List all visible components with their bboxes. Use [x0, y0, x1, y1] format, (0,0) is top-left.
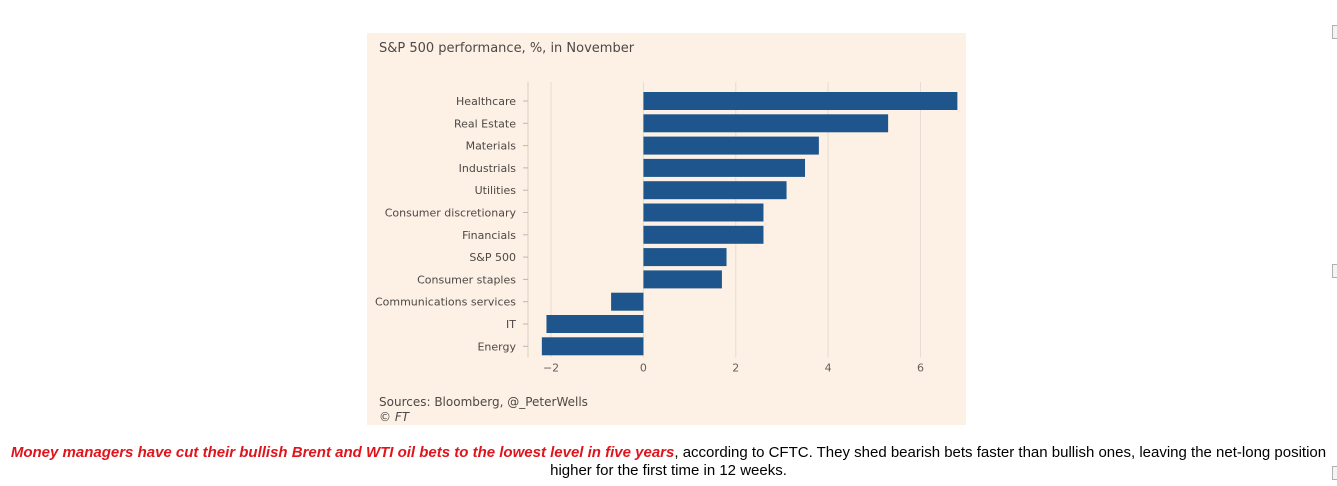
- bar: [546, 315, 644, 333]
- category-label: S&P 500: [469, 251, 516, 264]
- chart-source: Sources: Bloomberg, @_PeterWells: [379, 395, 588, 409]
- scrollbar-up-arrow[interactable]: [1332, 25, 1337, 39]
- category-label: Consumer staples: [417, 273, 516, 286]
- category-label: Financials: [462, 229, 516, 242]
- category-label: Industrials: [459, 162, 517, 175]
- category-label: IT: [506, 318, 516, 331]
- x-tick-label: −2: [543, 361, 559, 374]
- category-label: Consumer discretionary: [385, 207, 517, 220]
- bar-chart: −2 0 2 4 6 Healthcare Real Estate Materials Indu…: [375, 81, 958, 374]
- bar: [643, 114, 889, 133]
- chart-copyright: © FT: [379, 410, 410, 424]
- x-tick-label: 6: [917, 361, 924, 374]
- x-tick-label: 4: [825, 361, 832, 374]
- bar: [643, 136, 819, 155]
- category-label: Materials: [466, 140, 517, 153]
- category-label: Utilities: [475, 184, 517, 197]
- caption-text: , according to CFTC. They shed bearish b…: [550, 444, 1327, 479]
- category-label: Energy: [477, 340, 516, 353]
- x-tick-label: 0: [640, 361, 647, 374]
- bar: [643, 270, 722, 289]
- category-label: Real Estate: [454, 117, 516, 130]
- chart-panel: S&P 500 performance, %, in November −2 0 2…: [367, 33, 966, 425]
- bar: [643, 158, 806, 177]
- scrollbar-thumb[interactable]: [1332, 264, 1337, 278]
- caption-highlight: Money managers have cut their bullish Br…: [10, 444, 675, 461]
- bar: [643, 225, 764, 244]
- x-tick-label: 2: [732, 361, 739, 374]
- bar: [643, 203, 764, 222]
- chart-title: S&P 500 performance, %, in November: [379, 41, 635, 56]
- bar: [643, 92, 958, 110]
- scrollbar-down-arrow[interactable]: [1332, 466, 1337, 480]
- category-label: Communications services: [375, 296, 516, 309]
- bar: [643, 181, 787, 200]
- bar: [611, 292, 644, 311]
- bar: [643, 248, 727, 267]
- article-caption: Money managers have cut their bullish Br…: [6, 444, 1331, 480]
- category-label: Healthcare: [456, 95, 516, 108]
- bar: [541, 337, 644, 356]
